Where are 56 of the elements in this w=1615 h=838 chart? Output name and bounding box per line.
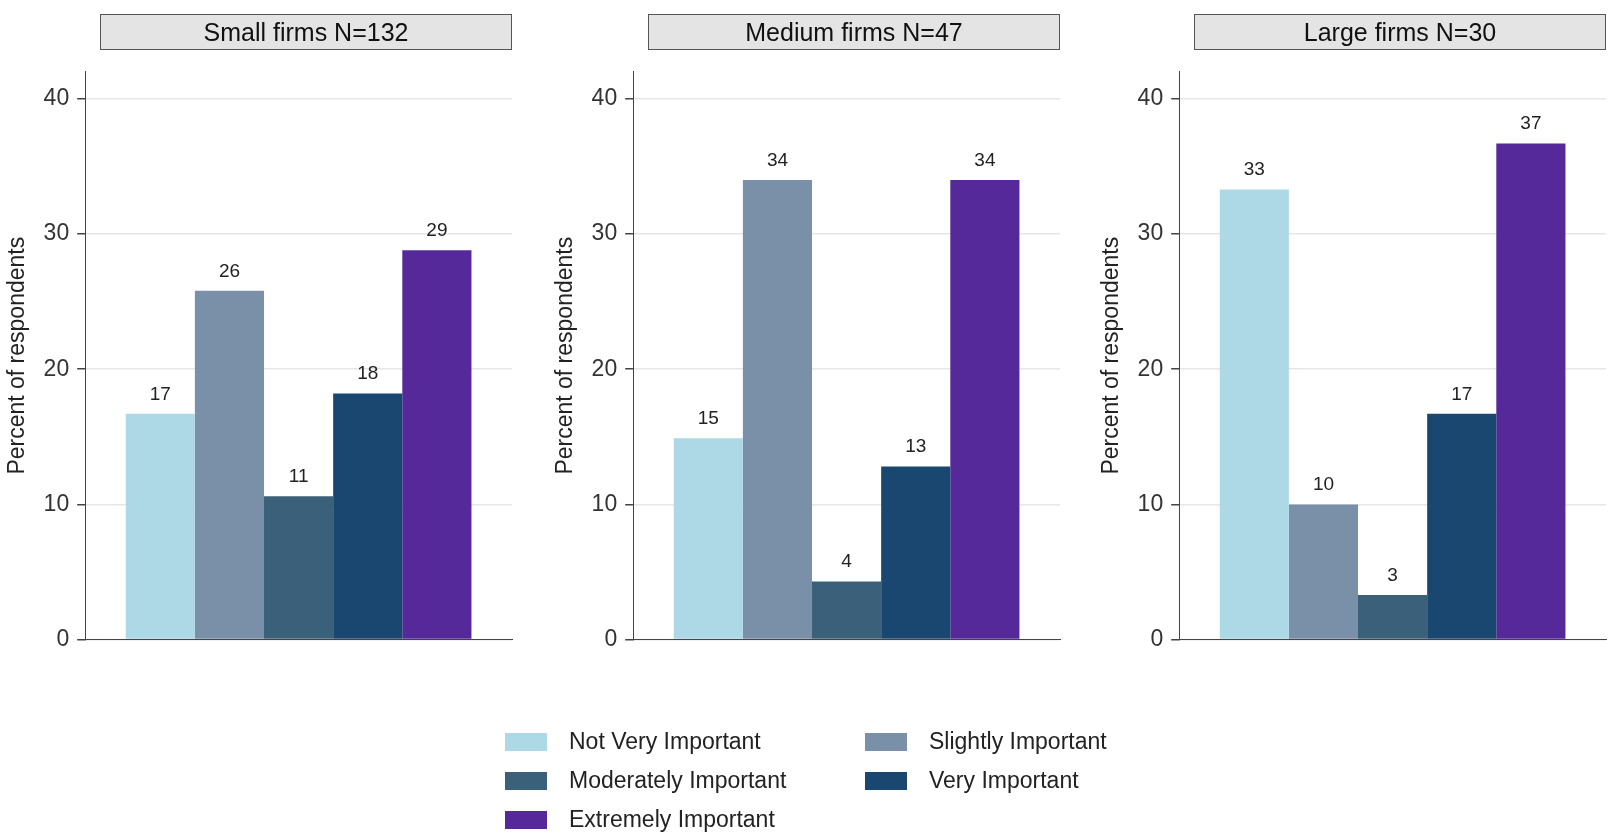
bar (1288, 504, 1359, 639)
data-label: 17 (1451, 382, 1473, 404)
data-label: 26 (218, 259, 241, 281)
y-tick-label: 30 (591, 219, 618, 246)
legend-label: Moderately Important (569, 767, 787, 794)
data-label: 15 (697, 406, 719, 428)
y-tick-label: 30 (1137, 219, 1164, 246)
data-label: 33 (1243, 158, 1265, 180)
bar (812, 581, 882, 639)
bar (1358, 594, 1428, 639)
bar (950, 179, 1020, 639)
chart-title: Small firms N=132 (100, 14, 512, 50)
legend-label: Extremely Important (569, 806, 775, 833)
bar (1219, 189, 1289, 639)
data-label: 18 (357, 362, 379, 384)
y-tick-label: 40 (1137, 84, 1164, 111)
bar (125, 413, 195, 639)
data-label: 11 (288, 465, 309, 487)
data-label: 34 (766, 148, 789, 170)
y-tick-label: 10 (1137, 489, 1164, 516)
y-axis-title: Percent of respondents (3, 236, 30, 475)
data-label: 13 (905, 435, 927, 457)
data-label: 3 (1387, 563, 1398, 585)
data-label: 17 (149, 382, 171, 404)
bar (264, 496, 334, 639)
y-axis-title: Percent of respondents (1097, 236, 1124, 475)
chart-title: Medium firms N=47 (648, 14, 1060, 50)
bar (742, 179, 813, 639)
bar (673, 438, 743, 639)
data-label: 37 (1520, 112, 1542, 134)
y-tick-label: 20 (591, 354, 618, 381)
legend-label: Not Very Important (569, 728, 761, 755)
y-tick-label: 10 (591, 489, 618, 516)
y-tick-label: 20 (1137, 354, 1164, 381)
y-tick-label: 40 (43, 84, 70, 111)
y-tick-label: 0 (56, 624, 70, 651)
legend-label: Slightly Important (929, 728, 1107, 755)
y-tick-label: 30 (43, 219, 70, 246)
legend-label: Very Important (929, 767, 1079, 794)
bar (1496, 143, 1566, 639)
data-label: 34 (974, 148, 996, 170)
bar (881, 466, 951, 639)
chart-title: Large firms N=30 (1194, 14, 1606, 50)
bar (1427, 413, 1497, 639)
y-tick-label: 0 (604, 624, 618, 651)
y-tick-label: 20 (43, 354, 70, 381)
y-tick-label: 0 (1150, 624, 1164, 651)
y-axis-title: Percent of respondents (551, 236, 578, 475)
y-tick-label: 40 (591, 84, 618, 111)
bar (333, 393, 403, 639)
y-tick-label: 10 (43, 489, 70, 516)
data-label: 29 (426, 218, 448, 240)
bar (194, 290, 265, 639)
data-label: 10 (1312, 473, 1335, 495)
data-label: 4 (841, 550, 853, 572)
bar (402, 250, 472, 639)
